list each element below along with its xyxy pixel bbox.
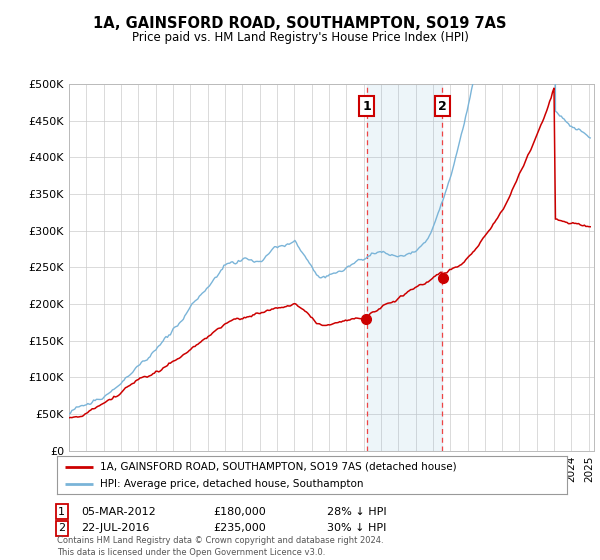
- Text: HPI: Average price, detached house, Southampton: HPI: Average price, detached house, Sout…: [100, 479, 364, 489]
- Text: 05-MAR-2012: 05-MAR-2012: [81, 507, 156, 517]
- Text: 2: 2: [438, 100, 447, 113]
- Bar: [367, 84, 442, 451]
- Text: 28% ↓ HPI: 28% ↓ HPI: [327, 507, 386, 517]
- Text: 1A, GAINSFORD ROAD, SOUTHAMPTON, SO19 7AS (detached house): 1A, GAINSFORD ROAD, SOUTHAMPTON, SO19 7A…: [100, 461, 457, 472]
- Text: 1A, GAINSFORD ROAD, SOUTHAMPTON, SO19 7AS: 1A, GAINSFORD ROAD, SOUTHAMPTON, SO19 7A…: [93, 16, 507, 31]
- Text: £235,000: £235,000: [213, 523, 266, 533]
- Text: 22-JUL-2016: 22-JUL-2016: [81, 523, 149, 533]
- Text: Price paid vs. HM Land Registry's House Price Index (HPI): Price paid vs. HM Land Registry's House …: [131, 31, 469, 44]
- Text: 2: 2: [58, 523, 65, 533]
- Text: 30% ↓ HPI: 30% ↓ HPI: [327, 523, 386, 533]
- Text: 1: 1: [58, 507, 65, 517]
- Text: Contains HM Land Registry data © Crown copyright and database right 2024.
This d: Contains HM Land Registry data © Crown c…: [57, 536, 383, 557]
- Text: £180,000: £180,000: [213, 507, 266, 517]
- Text: 1: 1: [362, 100, 371, 113]
